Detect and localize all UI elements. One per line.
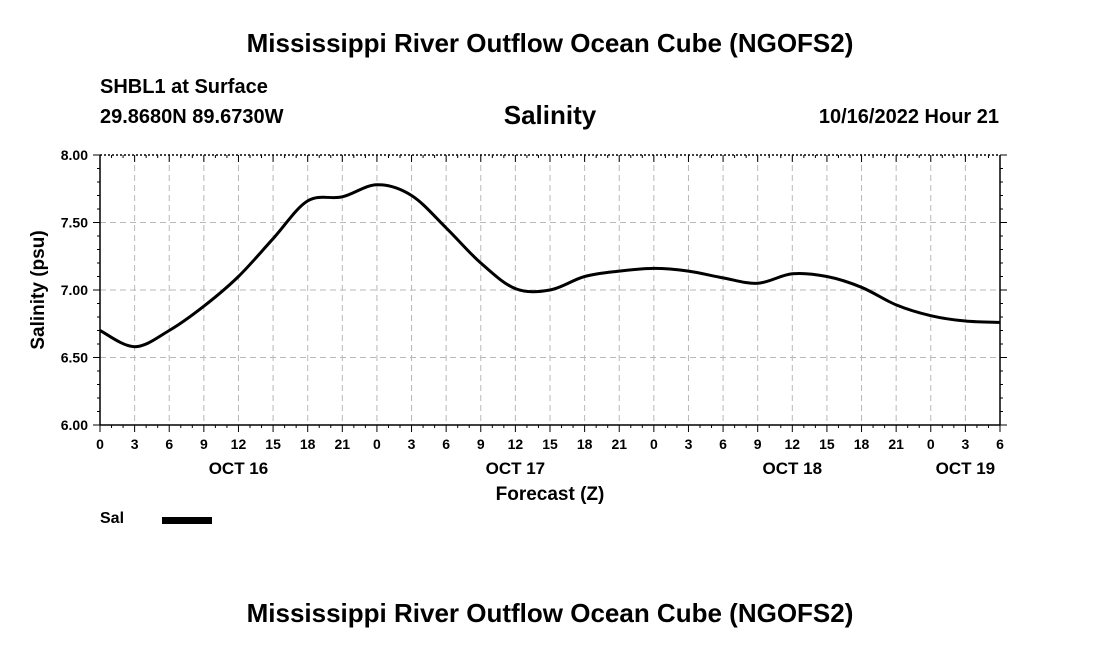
x-date-label: OCT 19 xyxy=(936,459,996,478)
x-tick-label: 18 xyxy=(300,436,316,452)
legend-label: Sal xyxy=(100,510,125,527)
x-tick-label: 18 xyxy=(577,436,593,452)
bottom-title: Mississippi River Outflow Ocean Cube (NG… xyxy=(246,598,854,628)
x-tick-label: 6 xyxy=(996,436,1004,452)
main-title: Mississippi River Outflow Ocean Cube (NG… xyxy=(246,28,854,58)
y-tick-label: 7.00 xyxy=(61,282,88,298)
chart-title: Salinity xyxy=(503,100,597,130)
x-tick-label: 6 xyxy=(442,436,450,452)
x-date-label: OCT 17 xyxy=(486,459,546,478)
x-tick-label: 21 xyxy=(335,436,351,452)
y-tick-label: 8.00 xyxy=(61,147,88,163)
x-tick-label: 21 xyxy=(611,436,627,452)
x-tick-label: 9 xyxy=(754,436,762,452)
x-tick-label: 0 xyxy=(650,436,658,452)
x-tick-label: 12 xyxy=(231,436,247,452)
x-tick-label: 9 xyxy=(200,436,208,452)
y-tick-label: 6.50 xyxy=(61,350,88,366)
salinity-chart: 0 3 6 9 12 15 18 21 0 3 6 9 12 15 18 21 0 3 6 9 12 15 18 21 0 3 6O… xyxy=(28,147,1007,505)
x-tick-label: 3 xyxy=(408,436,416,452)
x-tick-label: 18 xyxy=(854,436,870,452)
x-tick-label: 6 xyxy=(165,436,173,452)
x-axis-label: Forecast (Z) xyxy=(496,484,605,505)
x-date-label: OCT 18 xyxy=(763,459,823,478)
x-tick-label: 15 xyxy=(542,436,558,452)
x-tick-label: 6 xyxy=(719,436,727,452)
x-tick-label: 21 xyxy=(888,436,904,452)
y-tick-label: 6.00 xyxy=(61,417,88,433)
grid xyxy=(100,155,1000,425)
x-tick-label: 3 xyxy=(961,436,969,452)
coordinates-label: 29.8680N 89.6730W xyxy=(100,106,284,128)
x-tick-label: 3 xyxy=(685,436,693,452)
x-date-label: OCT 16 xyxy=(209,459,269,478)
x-tick-label: 12 xyxy=(785,436,801,452)
x-tick-label: 12 xyxy=(508,436,524,452)
x-tick-label: 15 xyxy=(819,436,835,452)
y-tick-label: 7.50 xyxy=(61,215,88,231)
series-layer xyxy=(99,183,1001,349)
x-tick-label: 0 xyxy=(927,436,935,452)
series-line-sal xyxy=(99,183,1001,349)
x-tick-label: 0 xyxy=(96,436,104,452)
station-label: SHBL1 at Surface xyxy=(100,76,268,98)
x-tick-label: 9 xyxy=(477,436,485,452)
y-axis-label: Salinity (psu) xyxy=(28,230,49,349)
legend-swatch xyxy=(162,517,212,524)
x-tick-label: 0 xyxy=(373,436,381,452)
x-tick-label: 15 xyxy=(265,436,281,452)
axes: 0 3 6 9 12 15 18 21 0 3 6 9 12 15 18 21 0 3 6 9 12 15 18 21 0 3 6O… xyxy=(61,147,1007,478)
x-tick-label: 3 xyxy=(131,436,139,452)
timestamp-label: 10/16/2022 Hour 21 xyxy=(818,106,999,128)
